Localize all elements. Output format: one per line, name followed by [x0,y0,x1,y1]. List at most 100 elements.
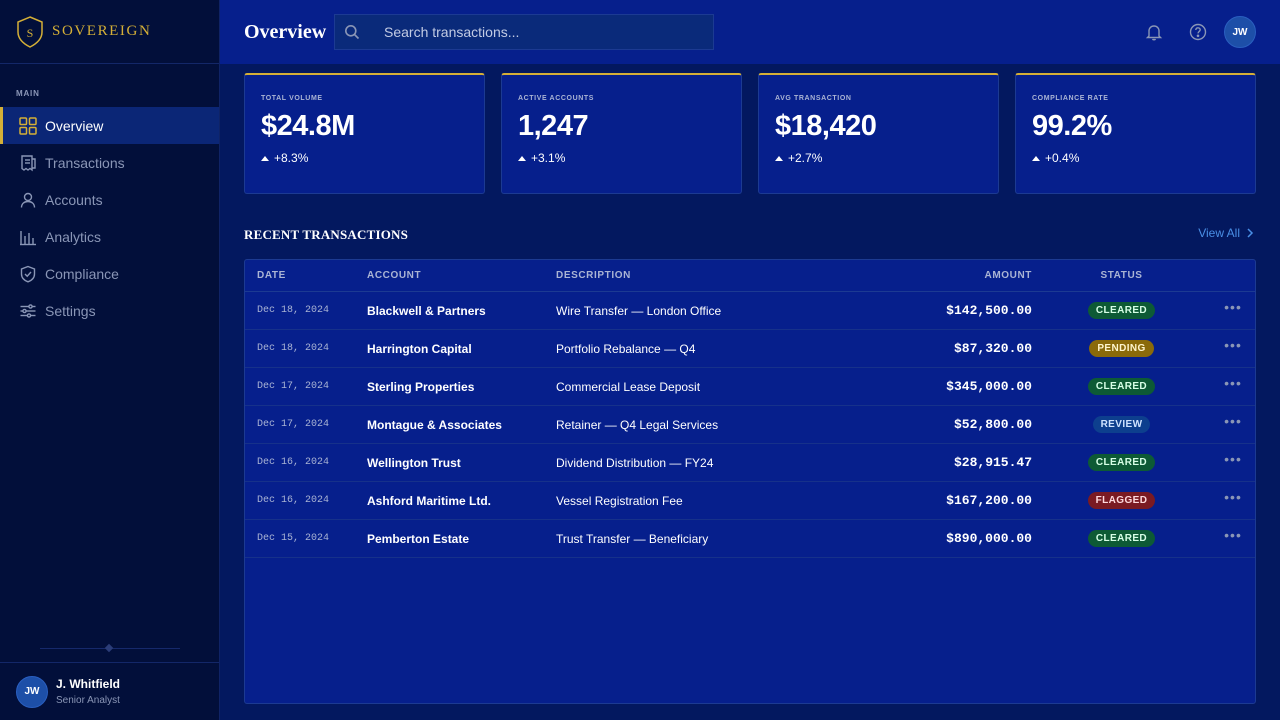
help-icon[interactable] [1188,22,1208,42]
row-date: Dec 18, 2024 [257,343,330,354]
kpi-value: 1,247 [518,110,589,142]
kpi-value: $24.8M [261,110,355,142]
row-account: Wellington Trust [367,455,461,470]
more-options-icon[interactable]: ••• [1224,450,1242,467]
logo-letter: S [27,26,34,40]
col-account[interactable]: ACCOUNT [367,270,422,281]
row-description: Wire Transfer — London Office [556,303,722,318]
row-account: Ashford Maritime Ltd. [367,493,492,508]
more-options-icon[interactable]: ••• [1224,488,1242,505]
kpi-cards: TOTAL VOLUME $24.8M +8.3% ACTIVE ACCOUNT… [244,73,1256,194]
col-amount[interactable]: AMOUNT [984,270,1032,281]
status-badge: CLEARED [1087,530,1156,547]
sidebar-item-settings[interactable]: Settings [0,292,219,329]
row-description: Trust Transfer — Beneficiary [556,531,709,546]
kpi-change: +2.7% [775,151,982,165]
user-profile[interactable]: JW J. Whitfield Senior Analyst [0,662,219,720]
header-avatar[interactable]: JW [1224,16,1256,48]
grid-icon [18,116,38,136]
kpi-card-active-accounts: ACTIVE ACCOUNTS 1,247 +3.1% [501,73,742,194]
sidebar-item-accounts[interactable]: Accounts [0,181,219,218]
row-account: Blackwell & Partners [367,303,486,318]
receipt-icon [18,153,38,173]
transactions-table: DATE ACCOUNT DESCRIPTION AMOUNT STATUS D… [244,259,1256,704]
row-date: Dec 15, 2024 [257,533,330,544]
table-row[interactable]: Dec 15, 2024 Pemberton Estate Trust Tran… [245,520,1255,558]
user-role: Senior Analyst [56,695,120,706]
sidebar-item-label: Accounts [45,191,103,208]
kpi-label: AVG TRANSACTION [775,95,852,102]
sidebar-item-label: Analytics [45,228,102,245]
avatar: JW [16,675,48,708]
sidebar-item-label: Compliance [45,265,119,282]
trend-up-icon [261,155,269,161]
table-header: DATE ACCOUNT DESCRIPTION AMOUNT STATUS [245,260,1255,292]
row-amount: $52,800.00 [953,417,1032,432]
row-amount: $87,320.00 [953,341,1032,356]
shield-check-icon [18,264,38,284]
bell-icon[interactable] [1144,22,1164,42]
col-description[interactable]: DESCRIPTION [556,270,631,281]
kpi-card-compliance-rate: COMPLIANCE RATE 99.2% +0.4% [1015,73,1256,194]
row-description: Portfolio Rebalance — Q4 [556,341,696,356]
status-badge: CLEARED [1087,454,1156,471]
kpi-change: +0.4% [1032,151,1239,165]
status-badge: CLEARED [1087,302,1156,319]
col-date[interactable]: DATE [257,270,286,281]
trend-up-icon [775,155,783,161]
kpi-card-avg-transaction: AVG TRANSACTION $18,420 +2.7% [758,73,999,194]
row-description: Retainer — Q4 Legal Services [556,417,719,432]
table-row[interactable]: Dec 17, 2024 Sterling Properties Commerc… [245,368,1255,406]
search-icon [344,24,360,40]
table-row[interactable]: Dec 16, 2024 Ashford Maritime Ltd. Vesse… [245,482,1255,520]
row-date: Dec 16, 2024 [257,457,330,468]
search-box[interactable] [334,14,714,50]
kpi-label: TOTAL VOLUME [261,95,323,102]
trend-up-icon [1032,155,1040,161]
sidebar-item-label: Transactions [45,154,125,171]
row-amount: $345,000.00 [946,379,1032,394]
kpi-label: ACTIVE ACCOUNTS [518,95,595,102]
sidebar-item-analytics[interactable]: Analytics [0,218,219,255]
kpi-label: COMPLIANCE RATE [1032,95,1109,102]
row-amount: $167,200.00 [946,493,1032,508]
bar-chart-icon [18,227,38,247]
topbar: Overview JW [220,0,1280,64]
kpi-change: +8.3% [261,151,468,165]
sidebar-item-overview[interactable]: Overview [0,107,219,144]
brand[interactable]: S SOVEREIGN [0,0,219,64]
row-amount: $142,500.00 [946,303,1032,318]
more-options-icon[interactable]: ••• [1224,526,1242,543]
status-badge: REVIEW [1092,416,1151,433]
kpi-change: +3.1% [518,151,725,165]
sidebar-item-transactions[interactable]: Transactions [0,144,219,181]
more-options-icon[interactable]: ••• [1224,374,1242,391]
status-badge: FLAGGED [1087,492,1156,509]
row-date: Dec 18, 2024 [257,305,330,316]
table-row[interactable]: Dec 18, 2024 Blackwell & Partners Wire T… [245,292,1255,330]
kpi-value: 99.2% [1032,110,1112,142]
table-row[interactable]: Dec 17, 2024 Montague & Associates Retai… [245,406,1255,444]
row-account: Sterling Properties [367,379,475,394]
section-title: RECENT TRANSACTIONS [244,227,409,242]
more-options-icon[interactable]: ••• [1224,298,1242,315]
kpi-value: $18,420 [775,110,877,142]
search-input[interactable] [384,24,704,40]
view-all-link[interactable]: View All [1198,226,1255,240]
row-description: Vessel Registration Fee [556,493,683,508]
row-account: Montague & Associates [367,417,502,432]
sidebar-item-label: Settings [45,302,96,319]
status-badge: PENDING [1089,340,1154,357]
sidebar-divider [40,648,180,649]
table-row[interactable]: Dec 18, 2024 Harrington Capital Portfoli… [245,330,1255,368]
more-options-icon[interactable]: ••• [1224,412,1242,429]
brand-name: SOVEREIGN [52,23,152,39]
table-row[interactable]: Dec 16, 2024 Wellington Trust Dividend D… [245,444,1255,482]
page-title: Overview [244,20,327,43]
col-status[interactable]: STATUS [1100,270,1143,281]
more-options-icon[interactable]: ••• [1224,336,1242,353]
row-amount: $890,000.00 [946,531,1032,546]
row-description: Commercial Lease Deposit [556,379,701,394]
chevron-right-icon [1247,228,1254,238]
sidebar-item-compliance[interactable]: Compliance [0,255,219,292]
